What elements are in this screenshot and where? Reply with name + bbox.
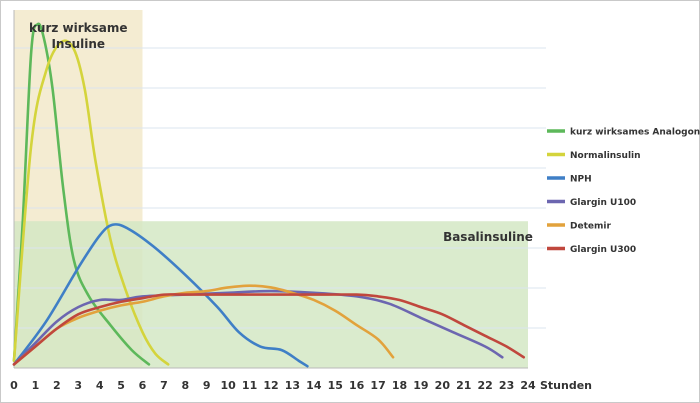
x-tick-label: 17 [370,379,385,392]
x-tick-label: 7 [160,379,168,392]
x-tick-label: 15 [328,379,343,392]
x-tick-label: 0 [10,379,18,392]
x-tick-label: 1 [32,379,40,392]
legend-label: NPH [570,175,592,185]
series-line-kurz-wirksames-analogon [12,22,151,366]
x-tick-label: 20 [435,379,451,392]
legend-label: Normalinsulin [570,151,641,161]
legend-label: Glargin U300 [570,245,636,255]
x-tick-label: 21 [456,379,471,392]
series-line-glargin-u300 [12,293,526,366]
x-tick-label: 5 [117,379,125,392]
x-tick-label: 2 [53,379,61,392]
x-tick-label: 23 [499,379,514,392]
region-label-short-acting: Insuline [51,37,105,51]
series-line-nph [12,223,309,368]
series-line-normalinsulin [12,39,170,366]
series-line-glargin-u100 [12,289,504,366]
legend-label: Detemir [570,222,611,232]
region-label-short-acting: kurz wirksame [29,21,128,35]
x-tick-label: 3 [74,379,82,392]
legend-label: Glargin U100 [570,198,636,208]
x-tick-label: 4 [96,379,104,392]
x-tick-label: 13 [285,379,300,392]
x-tick-label: 12 [263,379,278,392]
x-tick-label: 24 [520,379,536,392]
series-line-detemir [12,284,395,366]
x-tick-label: 9 [203,379,211,392]
region-label-basal: Basalinsuline [443,230,533,244]
x-axis-unit-label: Stunden [540,379,592,392]
x-tick-label: 10 [221,379,237,392]
x-tick-label: 6 [139,379,147,392]
x-tick-label: 18 [392,379,407,392]
x-tick-label: 8 [182,379,190,392]
x-tick-label: 14 [306,379,322,392]
x-tick-label: 16 [349,379,365,392]
x-tick-label: 22 [478,379,493,392]
x-tick-label: 19 [413,379,428,392]
legend-label: kurz wirksames Analogon [570,128,700,138]
x-tick-label: 11 [242,379,257,392]
